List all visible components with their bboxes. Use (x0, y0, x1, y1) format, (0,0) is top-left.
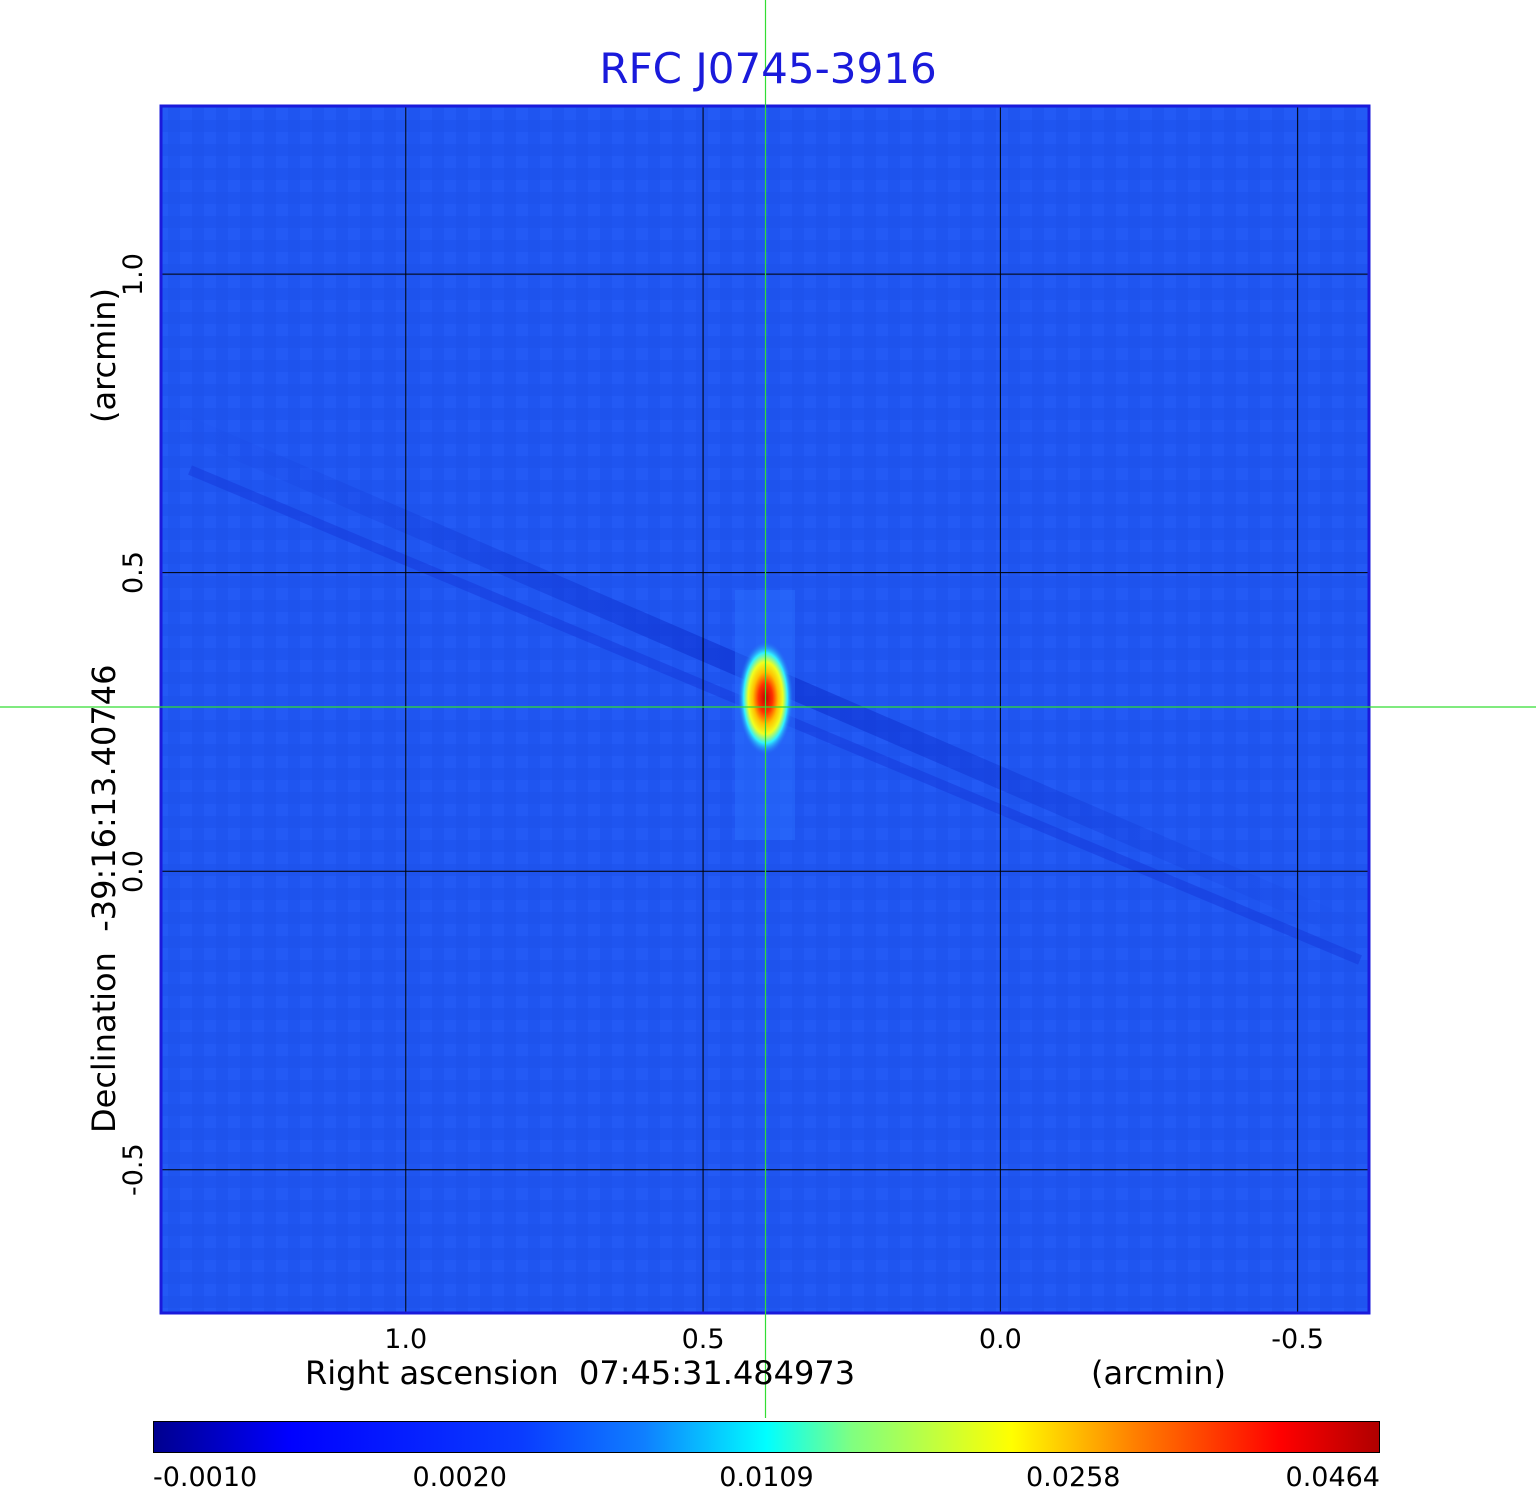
colorbar-tick-label: 0.0464 (1285, 1462, 1380, 1493)
x-axis-label: Right ascension 07:45:31.484973 (305, 1354, 856, 1392)
y-tick-label: -0.5 (118, 1143, 149, 1197)
colorbar (153, 1421, 1380, 1453)
chart-title: RFC J0745-3916 (599, 44, 937, 93)
x-tick-label: 0.0 (978, 1324, 1022, 1355)
x-tick-label: -0.5 (1271, 1324, 1324, 1355)
colorbar-tick-label: 0.0258 (1026, 1462, 1121, 1493)
colorbar-tick-label: -0.0010 (153, 1462, 258, 1493)
x-axis-unit: (arcmin) (1091, 1354, 1226, 1392)
x-tick-label: 1.0 (384, 1324, 428, 1355)
y-axis-unit: (arcmin) (85, 288, 123, 423)
x-tick-label: 0.5 (681, 1324, 725, 1355)
y-tick-label: 0.5 (118, 551, 149, 595)
colorbar-tick-label: 0.0020 (412, 1462, 507, 1493)
colorbar-tick-label: 0.0109 (719, 1462, 814, 1493)
y-axis-label: Declination -39:16:13.40746 (85, 664, 123, 1133)
